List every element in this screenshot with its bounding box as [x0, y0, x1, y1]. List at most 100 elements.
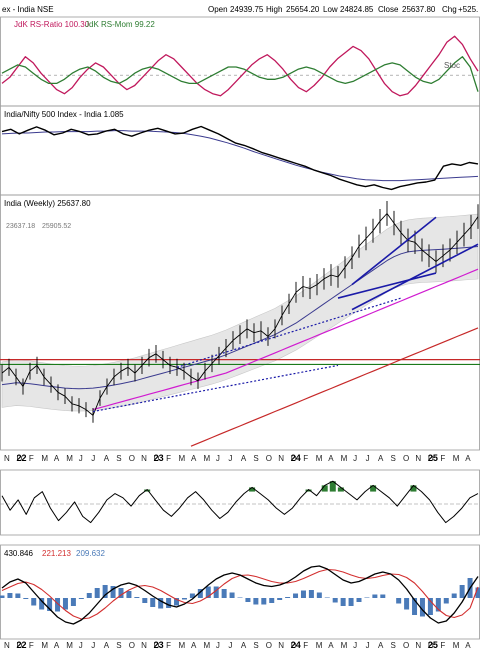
legend-rs-mom: JdK RS-Mom 99.22	[85, 20, 155, 29]
ratio-panel-frame	[0, 105, 480, 196]
low-value: 24824.85	[340, 5, 374, 14]
month-tick-label: J	[366, 641, 370, 650]
month-tick-label: D	[291, 641, 297, 650]
open-value: 24939.75	[230, 5, 264, 14]
legend-price: India (Weekly) 25637.80	[4, 199, 91, 208]
month-tick-label: A	[241, 641, 247, 650]
month-tick-label: M	[341, 454, 348, 463]
x-axis-lower: N D F M A M J J A S O N D F M A M J J A S O N D F M A M J J A S O N D F M A22…	[4, 640, 471, 650]
macd-histogram-bar	[7, 593, 13, 598]
month-tick-label: J	[228, 454, 232, 463]
month-tick-label: S	[253, 454, 258, 463]
month-tick-label: A	[328, 454, 334, 463]
macd-histogram-bar	[340, 598, 346, 606]
month-tick-label: A	[191, 454, 197, 463]
month-tick-label: D	[17, 454, 23, 463]
year-tick-label: 23	[154, 453, 164, 463]
macd-histogram-bar	[0, 595, 5, 598]
year-tick-label: 23	[154, 640, 164, 650]
month-tick-label: O	[266, 454, 272, 463]
macd-histogram-bar	[435, 598, 441, 612]
month-tick-label: A	[465, 454, 471, 463]
macd-histogram-bar	[62, 598, 68, 610]
high-value: 25654.20	[286, 5, 320, 14]
chg-value: +525.	[458, 5, 478, 14]
macd-histogram-bar	[174, 598, 180, 606]
month-tick-label: N	[4, 454, 10, 463]
month-tick-label: J	[353, 454, 357, 463]
oscillator-panel	[0, 480, 480, 524]
month-tick-label: J	[91, 454, 95, 463]
macd-histogram-bar	[300, 590, 306, 598]
macd-histogram-bar	[285, 597, 291, 598]
year-tick-label: 22	[17, 453, 27, 463]
macd-histogram-bar	[78, 598, 84, 599]
price-trendline-3	[337, 272, 437, 299]
x-axis-upper: N D F M A M J J A S O N D F M A M J J A S O N D F M A M J J A S O N D F M A22…	[4, 453, 471, 463]
month-tick-label: A	[378, 454, 384, 463]
macd-histogram-bar	[23, 598, 29, 599]
macd-histogram-bar	[237, 597, 243, 598]
year-tick-label: 22	[17, 640, 27, 650]
macd-histogram-bar	[451, 593, 457, 598]
month-tick-label: S	[116, 641, 121, 650]
month-tick-label: M	[41, 641, 48, 650]
macd-histogram-bar	[348, 598, 354, 606]
oscillator-fill	[329, 481, 336, 492]
legend-price-sub-2: 25905.52	[42, 223, 71, 230]
month-tick-label: M	[453, 454, 460, 463]
month-tick-label: O	[266, 641, 272, 650]
month-tick-label: M	[453, 641, 460, 650]
month-tick-label: M	[341, 641, 348, 650]
legend-signal: 221.213	[42, 549, 71, 558]
month-tick-label: A	[104, 641, 110, 650]
macd-histogram-bar	[443, 598, 449, 604]
month-tick-label: N	[415, 641, 421, 650]
month-tick-label: M	[66, 454, 73, 463]
month-tick-label: F	[303, 454, 308, 463]
macd-histogram-bar	[94, 588, 100, 598]
month-tick-label: F	[440, 454, 445, 463]
year-tick-label: 25	[428, 640, 438, 650]
macd-histogram-bar	[213, 586, 219, 598]
price-trendline-5	[351, 216, 437, 286]
month-tick-label: N	[4, 641, 10, 650]
month-tick-label: S	[391, 454, 396, 463]
macd-histogram-bar	[134, 597, 140, 598]
month-tick-label: J	[216, 641, 220, 650]
month-tick-label: J	[79, 641, 83, 650]
month-tick-label: J	[79, 454, 83, 463]
oscillator-fill	[370, 485, 377, 492]
month-tick-label: F	[440, 641, 445, 650]
month-tick-label: M	[204, 641, 211, 650]
macd-histogram-bar	[269, 598, 275, 603]
macd-histogram-bar	[47, 598, 53, 611]
month-tick-label: F	[303, 641, 308, 650]
year-tick-label: 24	[291, 640, 301, 650]
chart-title: ex - India NSE	[2, 5, 54, 14]
month-tick-label: D	[17, 641, 23, 650]
month-tick-label: M	[66, 641, 73, 650]
month-tick-label: O	[129, 454, 135, 463]
month-tick-label: J	[91, 641, 95, 650]
month-tick-label: M	[41, 454, 48, 463]
month-tick-label: M	[204, 454, 211, 463]
legend-rs-ratio: JdK RS-Ratio 100.30	[14, 20, 90, 29]
month-tick-label: O	[403, 641, 409, 650]
price-ma-1	[1, 246, 479, 390]
macd-panel	[0, 565, 480, 625]
macd-histogram-bar	[332, 598, 338, 603]
month-tick-label: D	[428, 641, 434, 650]
oscillator-fill	[305, 489, 312, 492]
month-tick-label: D	[428, 454, 434, 463]
oscillator-panel-frame	[0, 469, 480, 536]
macd-histogram-bar	[308, 590, 314, 598]
chg-label: Chg	[442, 5, 457, 14]
oscillator-fill	[144, 489, 151, 492]
macd-histogram-bar	[245, 598, 251, 602]
rrg-series-rs-ratio	[1, 35, 479, 97]
macd-histogram-bar	[380, 594, 386, 598]
high-label: High	[266, 5, 282, 14]
rrg-panel	[0, 35, 480, 97]
close-label: Close	[378, 5, 399, 14]
